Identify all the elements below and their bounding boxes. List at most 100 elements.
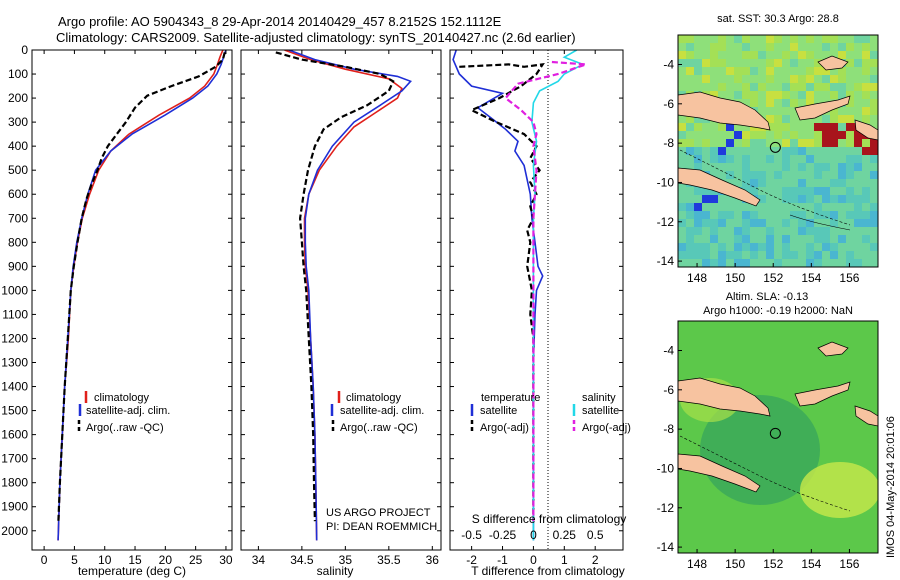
sst-cell bbox=[862, 91, 870, 99]
sst-cell bbox=[758, 195, 766, 203]
sst-cell bbox=[710, 211, 718, 219]
sst-cell bbox=[782, 131, 790, 139]
sst-cell bbox=[822, 195, 830, 203]
sst-cell bbox=[782, 235, 790, 243]
sst-cell bbox=[766, 51, 774, 59]
sst-cell bbox=[678, 195, 686, 203]
sst-cell bbox=[742, 147, 750, 155]
sst-cell bbox=[710, 123, 718, 131]
s-diff-tick-label: 0 bbox=[530, 528, 537, 542]
sst-cell bbox=[822, 35, 830, 43]
sst-cell bbox=[806, 211, 814, 219]
sst-cell bbox=[758, 147, 766, 155]
sst-cell bbox=[742, 91, 750, 99]
sst-cell bbox=[830, 83, 838, 91]
sst-cell bbox=[694, 123, 702, 131]
sst-cell bbox=[710, 219, 718, 227]
sst-cell bbox=[846, 51, 854, 59]
sst-cell bbox=[710, 43, 718, 51]
sst-cell bbox=[870, 243, 878, 251]
sst-cell bbox=[830, 259, 838, 267]
land-islands-east bbox=[854, 405, 878, 427]
sst-cell bbox=[678, 51, 686, 59]
legend-heading-temperature: temperature bbox=[481, 392, 540, 404]
map-x-tick-label: 150 bbox=[725, 271, 745, 285]
sst-cell bbox=[782, 83, 790, 91]
sst-cell bbox=[766, 67, 774, 75]
sst-cell bbox=[790, 187, 798, 195]
sst-cell bbox=[734, 219, 742, 227]
sst-cell bbox=[766, 131, 774, 139]
sst-map-title: sat. SST: 30.3 Argo: 28.8 bbox=[717, 13, 839, 25]
sst-cell bbox=[870, 227, 878, 235]
sst-cell bbox=[774, 235, 782, 243]
x-tick-label: 20 bbox=[159, 553, 173, 567]
sst-cell bbox=[846, 43, 854, 51]
sst-cell bbox=[814, 171, 822, 179]
y-tick-label: 1300 bbox=[1, 356, 28, 370]
sst-cell bbox=[830, 67, 838, 75]
sst-cell bbox=[710, 251, 718, 259]
sst-cell bbox=[750, 139, 758, 147]
sst-cell bbox=[758, 259, 766, 267]
series-line-satellite bbox=[531, 50, 585, 541]
sst-cell bbox=[822, 211, 830, 219]
sst-cell bbox=[750, 35, 758, 43]
sst-cell bbox=[854, 147, 862, 155]
sst-cell bbox=[782, 227, 790, 235]
sst-cell bbox=[870, 163, 878, 171]
sst-cell bbox=[862, 75, 870, 83]
sst-cell bbox=[694, 115, 702, 123]
sst-cell bbox=[758, 51, 766, 59]
sst-cell bbox=[766, 83, 774, 91]
temperature-panel-frame bbox=[31, 49, 233, 551]
map-x-tick-label: 156 bbox=[839, 557, 859, 571]
sst-cell bbox=[694, 259, 702, 267]
sst-warm-cell bbox=[862, 147, 870, 155]
sst-cell bbox=[782, 251, 790, 259]
sst-cell bbox=[822, 259, 830, 267]
sst-cell bbox=[702, 43, 710, 51]
sst-cell bbox=[782, 59, 790, 67]
sst-cell bbox=[806, 235, 814, 243]
sst-cell bbox=[718, 67, 726, 75]
sst-cell bbox=[774, 219, 782, 227]
sst-cell bbox=[702, 155, 710, 163]
sst-cell bbox=[822, 43, 830, 51]
salinity-xlabel: salinity bbox=[317, 564, 354, 578]
sst-cell bbox=[774, 59, 782, 67]
sla-map-title-line1: Altim. SLA: -0.13 bbox=[726, 291, 809, 303]
x-tick-label: 2 bbox=[592, 553, 599, 567]
sst-cell bbox=[742, 35, 750, 43]
sst-cell bbox=[830, 35, 838, 43]
sst-cell bbox=[814, 99, 822, 107]
sst-cell bbox=[854, 155, 862, 163]
sst-cell bbox=[782, 67, 790, 75]
sst-cell bbox=[742, 75, 750, 83]
sst-cell bbox=[734, 139, 742, 147]
sst-cell bbox=[798, 35, 806, 43]
sst-cell bbox=[814, 179, 822, 187]
sst-cell bbox=[854, 203, 862, 211]
y-tick-label: 900 bbox=[8, 259, 28, 273]
sst-cell bbox=[742, 251, 750, 259]
sst-cell bbox=[806, 83, 814, 91]
sst-cell bbox=[718, 75, 726, 83]
project-credit: US ARGO PROJECT bbox=[326, 507, 431, 519]
sst-cell bbox=[750, 91, 758, 99]
sst-cell bbox=[814, 51, 822, 59]
sst-cell bbox=[718, 83, 726, 91]
legend-heading-salinity: salinity bbox=[582, 392, 616, 404]
sst-cell bbox=[774, 187, 782, 195]
sst-cell bbox=[718, 243, 726, 251]
land-islands-east bbox=[854, 119, 878, 141]
sst-cell bbox=[822, 203, 830, 211]
land-new-britain bbox=[794, 95, 851, 121]
sst-cell bbox=[806, 163, 814, 171]
sst-warm-cell bbox=[838, 131, 846, 139]
land-new-ireland bbox=[817, 55, 849, 71]
sst-cell bbox=[758, 99, 766, 107]
sst-cell bbox=[694, 131, 702, 139]
sst-cell bbox=[798, 203, 806, 211]
sst-cell bbox=[718, 195, 726, 203]
